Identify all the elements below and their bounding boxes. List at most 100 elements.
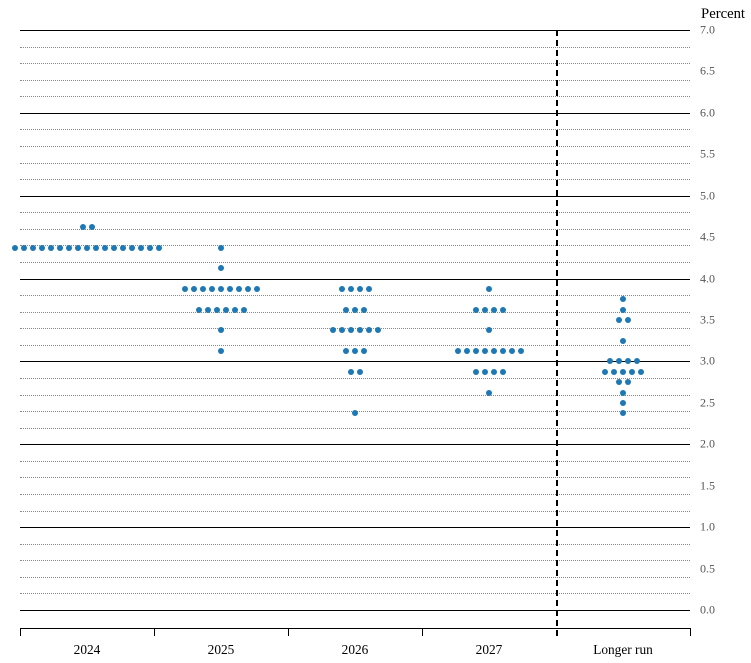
ytick-label: 4.0 xyxy=(700,271,715,286)
x-axis-label: 2027 xyxy=(476,642,503,658)
projection-dot xyxy=(607,358,613,364)
x-axis-label: 2026 xyxy=(342,642,369,658)
ytick-label: 5.5 xyxy=(700,147,715,162)
projection-dot xyxy=(473,348,479,354)
projection-dot xyxy=(232,307,238,313)
gridline-minor xyxy=(20,378,690,379)
gridline-minor xyxy=(20,593,690,594)
projection-dot xyxy=(227,286,233,292)
gridline-major xyxy=(20,444,690,445)
projection-dot xyxy=(30,245,36,251)
ytick-label: 6.0 xyxy=(700,105,715,120)
ytick-label: 2.0 xyxy=(700,437,715,452)
projection-dot xyxy=(620,410,626,416)
ytick-label: 7.0 xyxy=(700,23,715,38)
projection-dot xyxy=(361,307,367,313)
gridline-major xyxy=(20,279,690,280)
projection-dot xyxy=(500,369,506,375)
gridline-minor xyxy=(20,511,690,512)
projection-dot xyxy=(348,286,354,292)
gridline-minor xyxy=(20,328,690,329)
gridline-minor xyxy=(20,428,690,429)
projection-dot xyxy=(205,307,211,313)
projection-dot xyxy=(352,307,358,313)
projection-dot xyxy=(218,265,224,271)
ytick-label: 3.5 xyxy=(700,313,715,328)
projection-dot xyxy=(366,286,372,292)
gridline-minor xyxy=(20,212,690,213)
projection-dot xyxy=(625,358,631,364)
projection-dot xyxy=(191,286,197,292)
x-axis-tick xyxy=(154,628,155,636)
projection-dot xyxy=(75,245,81,251)
projection-dot xyxy=(196,307,202,313)
gridline-minor xyxy=(20,179,690,180)
gridline-minor xyxy=(20,295,690,296)
projection-dot xyxy=(455,348,461,354)
gridline-major xyxy=(20,527,690,528)
projection-dot xyxy=(348,327,354,333)
projection-dot xyxy=(482,307,488,313)
gridline-minor xyxy=(20,577,690,578)
gridline-major xyxy=(20,30,690,31)
projection-dot xyxy=(464,348,470,354)
projection-dot xyxy=(21,245,27,251)
projection-dot xyxy=(625,379,631,385)
projection-dot xyxy=(129,245,135,251)
projection-dot xyxy=(352,348,358,354)
x-axis-label: 2025 xyxy=(208,642,235,658)
projection-dot xyxy=(357,327,363,333)
projection-dot xyxy=(625,317,631,323)
projection-dot xyxy=(518,348,524,354)
ytick-label: 1.0 xyxy=(700,520,715,535)
projection-dot xyxy=(638,369,644,375)
projection-dot xyxy=(629,369,635,375)
projection-dot xyxy=(620,296,626,302)
projection-dot xyxy=(486,390,492,396)
ytick-label: 3.0 xyxy=(700,354,715,369)
projection-dot xyxy=(343,348,349,354)
projection-dot xyxy=(245,286,251,292)
gridline-minor xyxy=(20,80,690,81)
projection-dot xyxy=(486,286,492,292)
projection-dot xyxy=(486,327,492,333)
projection-dot xyxy=(57,245,63,251)
projection-dot xyxy=(473,369,479,375)
projection-dot xyxy=(366,327,372,333)
projection-dot xyxy=(254,286,260,292)
projection-dot xyxy=(39,245,45,251)
projection-dot xyxy=(634,358,640,364)
projection-dot xyxy=(361,348,367,354)
gridline-major xyxy=(20,610,690,611)
ytick-label: 6.5 xyxy=(700,64,715,79)
gridline-minor xyxy=(20,96,690,97)
gridline-minor xyxy=(20,163,690,164)
projection-dot xyxy=(111,245,117,251)
projection-dot xyxy=(482,348,488,354)
projection-dot xyxy=(223,307,229,313)
x-axis-tick xyxy=(422,628,423,636)
projection-dot xyxy=(616,358,622,364)
projection-dot xyxy=(102,245,108,251)
projection-dot xyxy=(357,369,363,375)
projection-dot xyxy=(620,400,626,406)
projection-dot xyxy=(80,224,86,230)
ytick-label: 2.5 xyxy=(700,395,715,410)
projection-dot xyxy=(330,327,336,333)
x-axis-label: Longer run xyxy=(593,642,653,658)
gridline-minor xyxy=(20,345,690,346)
projection-dot xyxy=(620,338,626,344)
gridline-minor xyxy=(20,395,690,396)
gridline-minor xyxy=(20,494,690,495)
projection-dot xyxy=(491,369,497,375)
projection-dot xyxy=(214,307,220,313)
projection-dot xyxy=(156,245,162,251)
projection-dot xyxy=(491,307,497,313)
projection-dot xyxy=(375,327,381,333)
longer-run-divider xyxy=(556,30,558,636)
gridline-minor xyxy=(20,146,690,147)
gridline-minor xyxy=(20,47,690,48)
projection-dot xyxy=(616,379,622,385)
projection-dot xyxy=(620,369,626,375)
gridline-minor xyxy=(20,544,690,545)
